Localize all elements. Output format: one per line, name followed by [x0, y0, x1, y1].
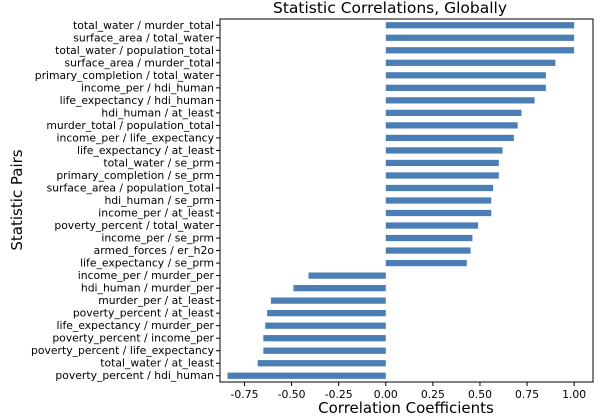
y-tick-label: primary_completion / total_water — [35, 69, 215, 82]
y-tick-label: life_expectancy / se_prm — [80, 257, 214, 270]
x-tick-label: 1.00 — [562, 388, 586, 401]
bar — [385, 197, 492, 204]
y-tick-label: surface_area / population_total — [47, 181, 214, 194]
y-tick-label: poverty_percent / at_least — [73, 307, 214, 320]
bar — [385, 34, 575, 41]
y-tick-label: life_expectancy / hdi_human — [60, 94, 214, 107]
x-tick-label: 0.50 — [468, 388, 492, 401]
bar — [263, 347, 386, 354]
bar — [385, 172, 499, 179]
y-tick-label: income_per / hdi_human — [81, 81, 214, 94]
y-tick-label: income_per / murder_per — [78, 269, 215, 282]
x-tick-label: -0.75 — [231, 388, 259, 401]
bar — [385, 259, 467, 267]
bar — [385, 72, 546, 79]
y-tick-label: total_water / se_prm — [103, 156, 214, 169]
bar — [385, 59, 556, 66]
x-axis-label: Correlation Coefficients — [318, 399, 494, 417]
bar — [227, 372, 386, 379]
bar — [308, 272, 386, 279]
plot-frame — [219, 18, 594, 383]
bar — [257, 360, 386, 367]
bars-group — [227, 22, 575, 379]
x-tick-label: 0.75 — [515, 388, 539, 401]
bar — [385, 97, 535, 104]
y-tick-label: total_water / population_total — [55, 44, 214, 57]
bar — [385, 159, 499, 167]
bar — [270, 297, 386, 304]
y-tick-label: poverty_percent / income_per — [52, 332, 214, 345]
bar — [385, 222, 479, 229]
bar — [385, 184, 494, 192]
y-tick-label: life_expectancy / at_least — [77, 144, 214, 157]
y-tick-label: total_water / at_least — [100, 357, 214, 370]
y-tick-label: surface_area / murder_total — [64, 56, 214, 69]
y-tick-label: poverty_percent / hdi_human — [55, 369, 214, 382]
y-tick-label: total_water / murder_total — [73, 19, 214, 32]
x-ticks-group: -0.75 -0.50 -0.25 0.00 0.25 0.50 0.75 1.00 — [231, 382, 586, 401]
chart-title: Statistic Correlations, Globally — [273, 0, 507, 17]
bar — [385, 247, 471, 254]
bar — [385, 84, 546, 91]
bar — [293, 284, 386, 292]
bar — [265, 322, 386, 329]
y-tick-label: poverty_percent / life_expectancy — [31, 344, 215, 357]
x-tick-label: 0.00 — [374, 388, 398, 401]
y-tick-label: murder_per / at_least — [98, 294, 214, 307]
y-tick-label: poverty_percent / total_water — [54, 219, 214, 232]
y-tick-label: hdi_human / se_prm — [104, 194, 214, 207]
bar — [267, 310, 386, 317]
y-tick-label: income_per / at_least — [98, 207, 214, 220]
x-tick-label: -0.50 — [278, 388, 306, 401]
x-tick-label: 0.25 — [421, 388, 445, 401]
y-tick-label: primary_completion / se_prm — [56, 169, 214, 182]
bar — [385, 234, 473, 242]
bar — [263, 335, 386, 342]
y-tick-label: life_expectancy / murder_per — [56, 319, 214, 332]
bar — [385, 22, 575, 29]
x-tick-label: -0.25 — [325, 388, 353, 401]
bar — [385, 47, 575, 54]
y-tick-label: hdi_human / murder_per — [81, 282, 215, 295]
y-tick-label: surface_area / total_water — [73, 31, 214, 44]
y-axis-label: Statistic Pairs — [8, 149, 26, 250]
bar — [385, 134, 514, 142]
y-tick-label: hdi_human / at_least — [101, 106, 214, 119]
y-tick-label: income_per / life_expectancy — [56, 131, 214, 144]
bar — [385, 122, 518, 129]
y-tick-label: armed_forces / er_h2o — [94, 244, 215, 257]
y-tick-label: murder_total / population_total — [46, 119, 214, 132]
bar — [385, 147, 503, 154]
bar — [385, 109, 522, 117]
y-tick-label: income_per / se_prm — [101, 232, 214, 245]
bar — [385, 209, 492, 217]
